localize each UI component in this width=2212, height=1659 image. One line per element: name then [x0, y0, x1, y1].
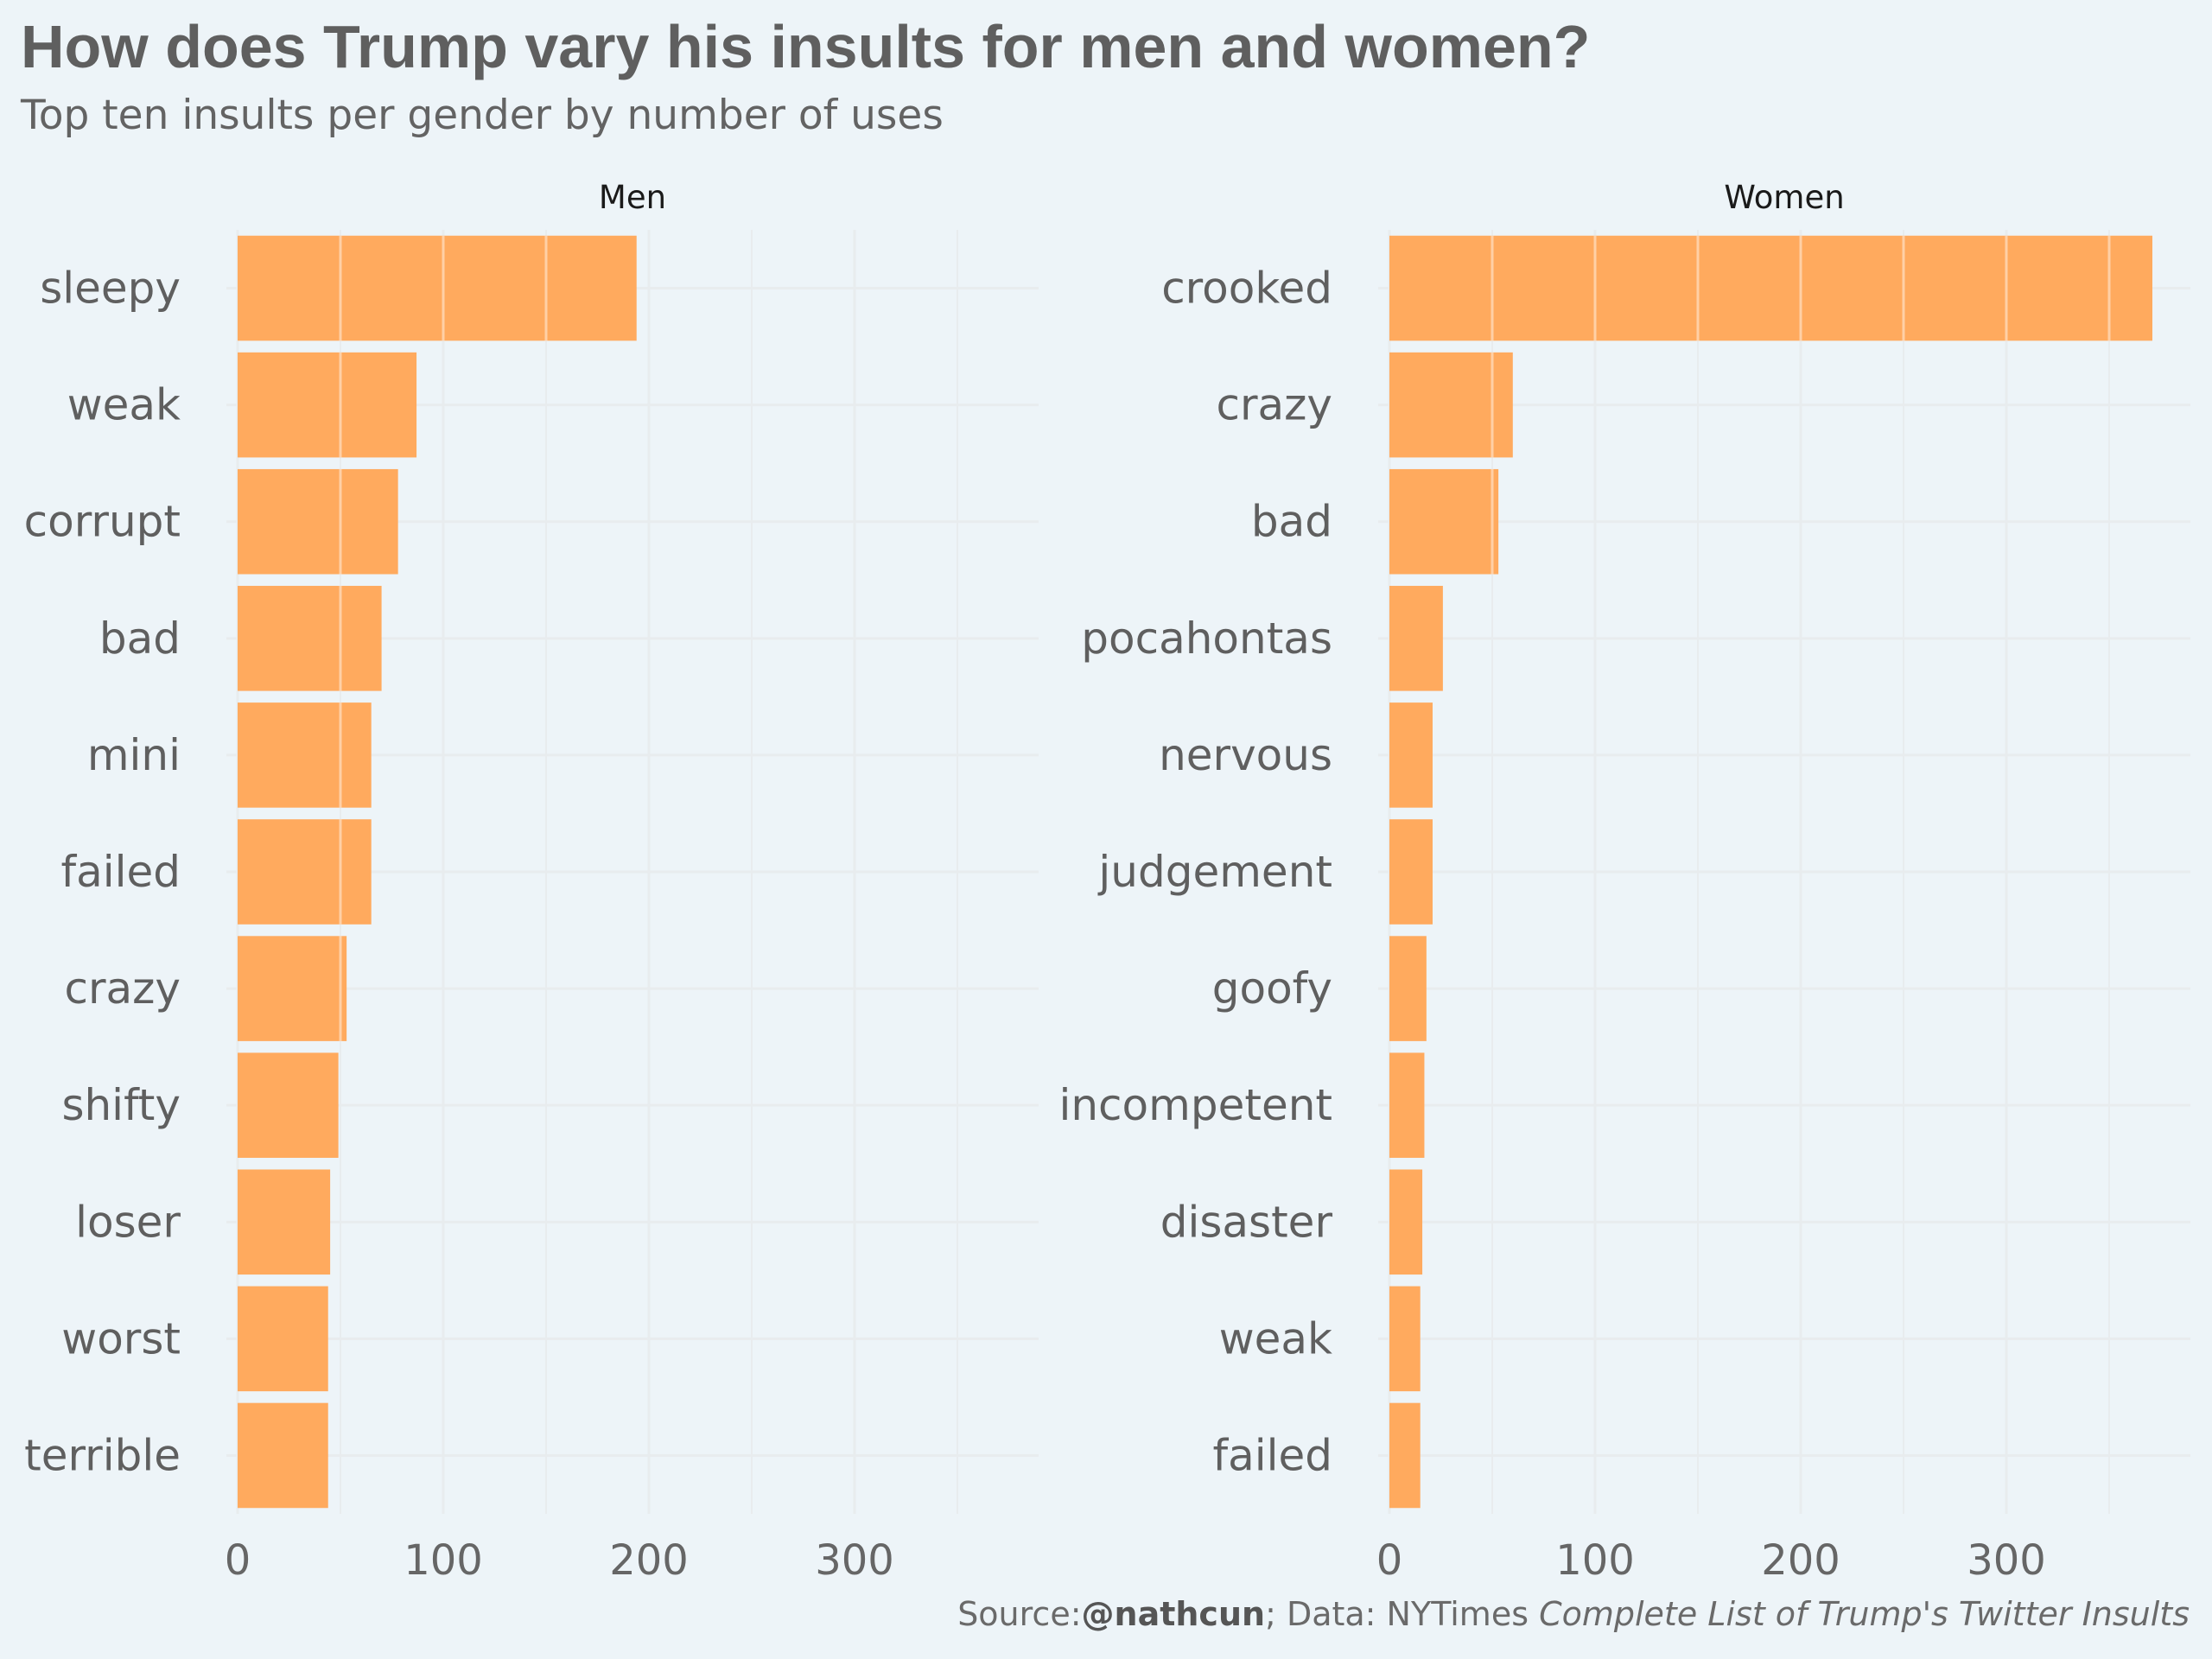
x-tick-label: 200: [609, 1536, 689, 1585]
caption-source-prefix: Source:: [957, 1595, 1082, 1633]
category-label: crazy: [1216, 380, 1332, 430]
category-label: corrupt: [24, 497, 181, 547]
category-label: disaster: [1160, 1197, 1333, 1247]
category-label: shifty: [61, 1080, 181, 1130]
bar-loser: [238, 1169, 331, 1275]
x-tick-label: 100: [404, 1536, 483, 1585]
category-label: judgement: [1097, 847, 1332, 897]
bar-nervous: [1389, 702, 1433, 808]
bar-shifty: [238, 1052, 339, 1158]
x-tick-label: 100: [1555, 1536, 1635, 1585]
source-caption: Source:@nathcun; Data: NYTimes Complete …: [957, 1595, 2190, 1633]
category-label: weak: [67, 380, 181, 430]
bar-failed: [1389, 1402, 1421, 1509]
category-label: nervous: [1159, 730, 1332, 780]
category-label: goofy: [1212, 963, 1332, 1014]
bar-failed: [238, 819, 372, 925]
category-label: failed: [60, 847, 181, 897]
facet-label: Men: [599, 179, 666, 216]
caption-data-title: Complete List of Trump's Twitter Insults: [1539, 1595, 2190, 1633]
x-tick-label: 0: [1376, 1536, 1403, 1585]
category-label: crooked: [1161, 264, 1332, 314]
bar-disaster: [1389, 1169, 1423, 1275]
bar-sleepy: [238, 235, 637, 341]
category-label: weak: [1219, 1313, 1332, 1363]
category-label: mini: [87, 730, 181, 780]
bar-bad: [1389, 468, 1499, 575]
x-tick-label: 300: [1967, 1536, 2046, 1585]
bar-crazy: [1389, 352, 1513, 458]
bar-judgement: [1389, 819, 1433, 925]
category-label: incompetent: [1058, 1080, 1332, 1130]
bar-incompetent: [1389, 1052, 1425, 1158]
bar-goofy: [1389, 936, 1427, 1041]
category-label: crazy: [64, 963, 181, 1014]
bar-pocahontas: [1389, 586, 1443, 691]
category-label: pocahontas: [1081, 613, 1332, 664]
bar-corrupt: [238, 468, 398, 575]
category-label: terrible: [24, 1430, 181, 1480]
x-tick-label: 200: [1761, 1536, 1840, 1585]
caption-data-prefix: ; Data: NYTimes: [1265, 1595, 1540, 1633]
bar-bad: [238, 586, 382, 691]
bar-terrible: [238, 1402, 328, 1509]
category-label: sleepy: [40, 264, 181, 314]
category-label: worst: [61, 1313, 181, 1363]
bar-mini: [238, 702, 372, 808]
category-label: failed: [1212, 1430, 1332, 1480]
bar-worst: [238, 1286, 328, 1392]
bar-crazy: [238, 936, 347, 1041]
x-tick-label: 0: [225, 1536, 251, 1585]
category-label: loser: [75, 1197, 181, 1247]
bar-weak: [1389, 1286, 1421, 1392]
bar-weak: [238, 352, 417, 458]
chart-subtitle: Top ten insults per gender by number of …: [21, 92, 944, 139]
chart-title: How does Trump vary his insults for men …: [21, 13, 1591, 80]
facet-label: Women: [1724, 179, 1844, 216]
caption-source-handle: @nathcun: [1081, 1595, 1266, 1633]
category-label: bad: [99, 613, 181, 664]
category-label: bad: [1251, 497, 1332, 547]
bar-crooked: [1389, 235, 2152, 341]
x-tick-label: 300: [815, 1536, 894, 1585]
